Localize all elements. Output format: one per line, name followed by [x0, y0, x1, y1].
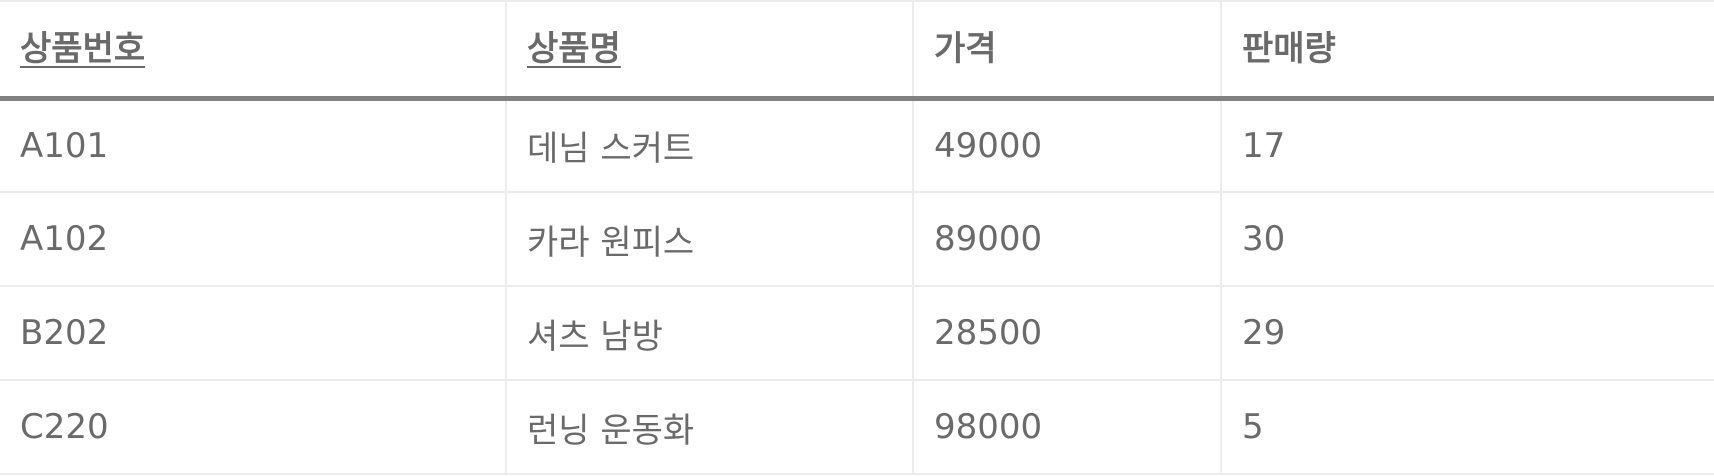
header-product-name: 상품명: [505, 0, 914, 101]
cell-price: 28500: [912, 285, 1222, 381]
cell-product-id: A102: [0, 191, 507, 287]
cell-product-name: 데님 스커트: [505, 97, 914, 193]
table-row: A101 데님 스커트 49000 17: [0, 97, 1714, 193]
cell-sales: 30: [1220, 191, 1714, 287]
cell-sales: 29: [1220, 285, 1714, 381]
cell-sales: 17: [1220, 97, 1714, 193]
header-label: 상품명: [527, 29, 621, 70]
header-price: 가격: [912, 0, 1222, 101]
cell-price: 49000: [912, 97, 1222, 193]
header-label: 상품번호: [20, 29, 146, 70]
cell-product-id: A101: [0, 97, 507, 193]
table-row: C220 런닝 운동화 98000 5: [0, 379, 1714, 475]
table-row: B202 셔츠 남방 28500 29: [0, 285, 1714, 381]
cell-product-id: B202: [0, 285, 507, 381]
cell-product-name: 카라 원피스: [505, 191, 914, 287]
header-row: 상품번호 상품명 가격 판매량: [0, 0, 1714, 101]
cell-price: 89000: [912, 191, 1222, 287]
cell-product-name: 런닝 운동화: [505, 379, 914, 475]
cell-price: 98000: [912, 379, 1222, 475]
header-label: 가격: [934, 29, 997, 70]
header-label: 판매량: [1242, 29, 1336, 70]
cell-sales: 5: [1220, 379, 1714, 475]
cell-product-name: 셔츠 남방: [505, 285, 914, 381]
table-row: A102 카라 원피스 89000 30: [0, 191, 1714, 287]
header-sales: 판매량: [1220, 0, 1714, 101]
cell-product-id: C220: [0, 379, 507, 475]
header-product-id: 상품번호: [0, 0, 507, 101]
